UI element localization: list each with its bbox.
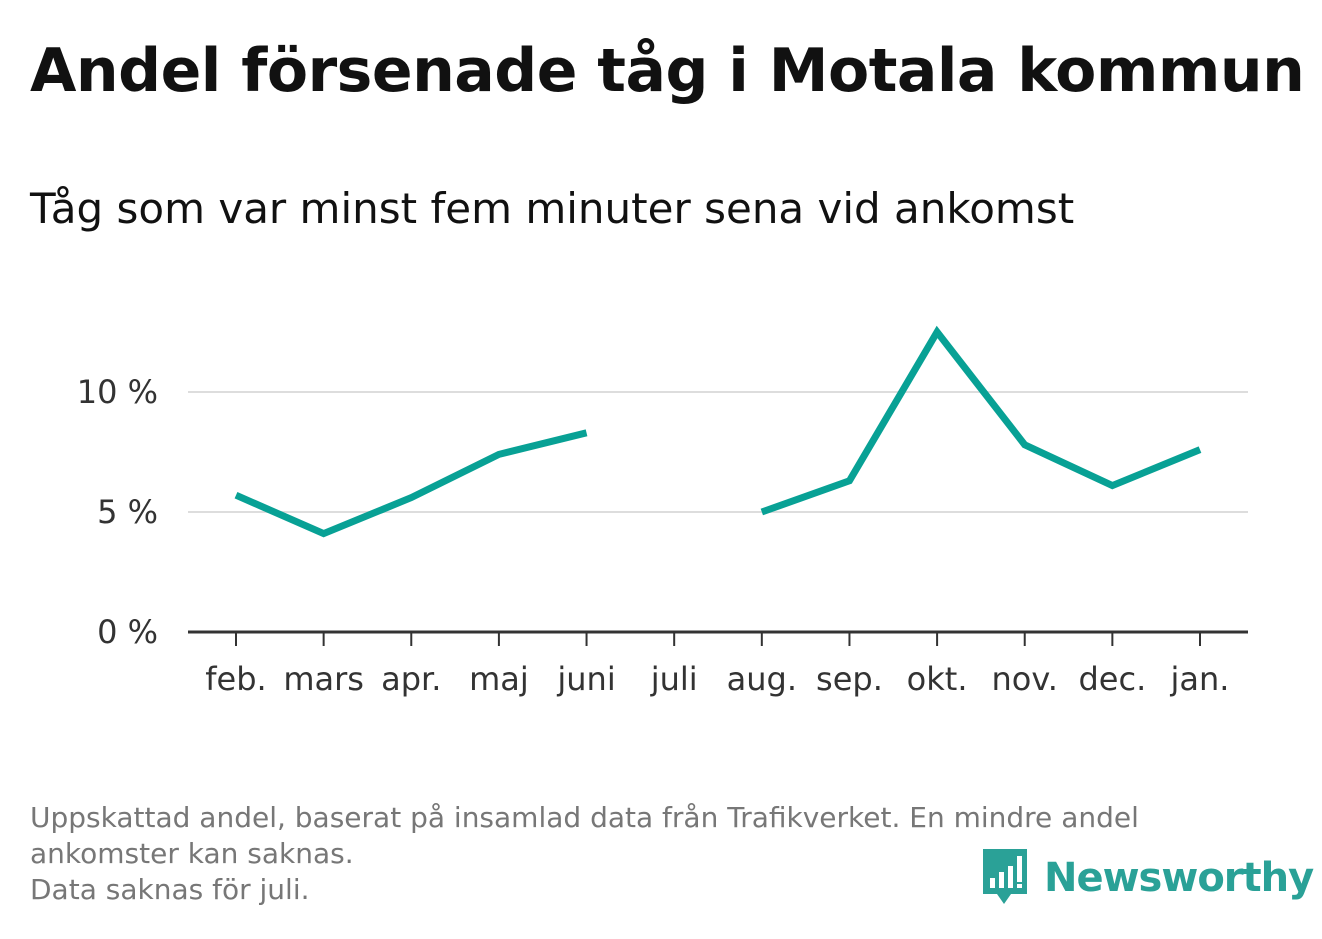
x-tick-label: mars	[283, 660, 364, 698]
x-tick-label: apr.	[381, 660, 441, 698]
series-line	[760, 325, 1202, 516]
x-tick-label: nov.	[991, 660, 1057, 698]
series-line	[234, 429, 588, 538]
x-tick-label: aug.	[727, 660, 797, 698]
brand-name: Newsworthy	[1044, 855, 1314, 901]
data-series	[234, 325, 1202, 538]
x-tick-label: feb.	[205, 660, 266, 698]
x-tick-label: juni	[556, 660, 615, 698]
x-tick-label: maj	[469, 660, 529, 698]
x-tick-label: jan.	[1170, 660, 1230, 698]
chart-subtitle: Tåg som var minst fem minuter sena vid a…	[30, 184, 1075, 233]
x-tick-label: dec.	[1078, 660, 1146, 698]
chart-title: Andel försenade tåg i Motala kommun	[30, 36, 1305, 106]
footnote: Uppskattad andel, baserat på insamlad da…	[30, 800, 1280, 908]
x-tick-label: sep.	[816, 660, 883, 698]
y-axis-labels: 0 % 5 % 10 %	[77, 373, 158, 651]
footnote-line: ankomster kan saknas.	[30, 837, 354, 870]
x-tick-label: okt.	[907, 660, 968, 698]
y-tick-label: 5 %	[97, 493, 158, 531]
footnote-line: Data saknas för juli.	[30, 873, 310, 906]
footnote-line: Uppskattad andel, baserat på insamlad da…	[30, 801, 1139, 834]
newsworthy-logo-icon	[983, 849, 1027, 904]
x-tick-label: juli	[650, 660, 698, 698]
y-tick-label: 0 %	[97, 613, 158, 651]
y-tick-label: 10 %	[77, 373, 158, 411]
x-axis-labels: feb. mars apr. maj juni juli aug. sep. okt. nov. d…	[205, 660, 1229, 698]
gridlines	[188, 391, 1248, 513]
brand-logo: Newsworthy	[980, 846, 1314, 910]
x-axis	[188, 630, 1248, 646]
